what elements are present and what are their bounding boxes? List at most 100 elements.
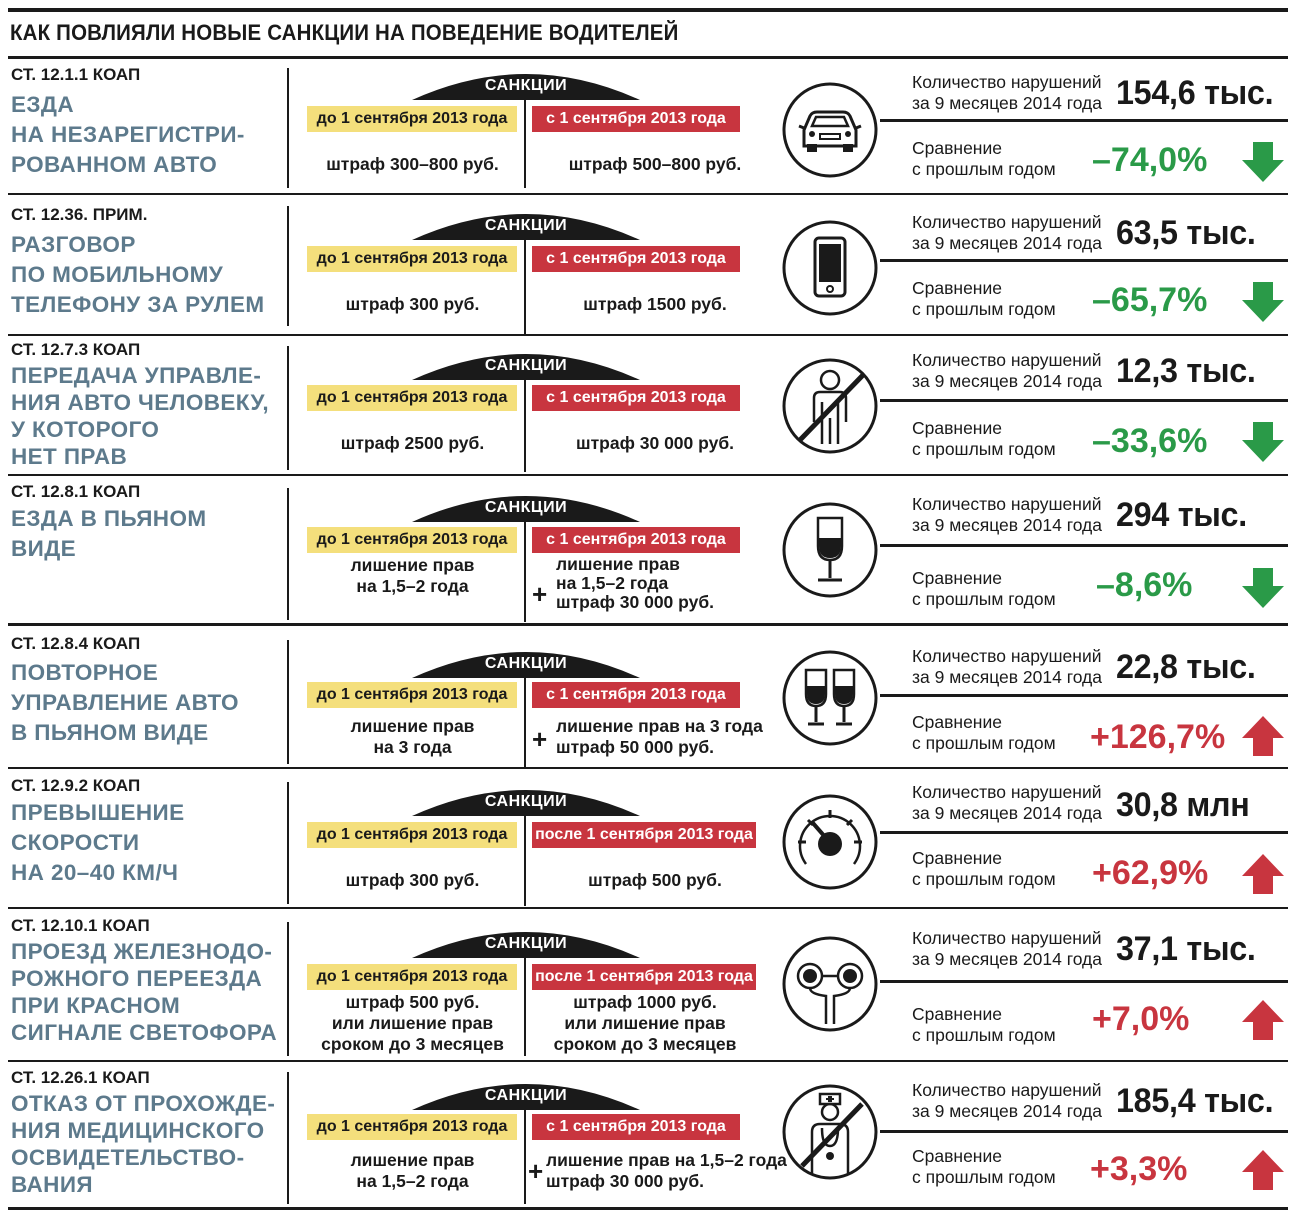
after-penalty: штраф 500 руб. [588, 870, 722, 890]
compare-label: Сравнение с прошлым годом [912, 278, 1056, 319]
mobile-phone-icon [782, 220, 878, 316]
sanctions-label: САНКЦИИ [484, 793, 568, 810]
offense-title: РАЗГОВОР ПО МОБИЛЬНОМУ ТЕЛЕФОНУ ЗА РУЛЕМ [11, 232, 265, 317]
sanctions-dome [412, 214, 640, 240]
row-separator [8, 907, 1288, 909]
article-number: СТ. 12.36. ПРИМ. [11, 205, 148, 224]
change-percent: +126,7% [1090, 718, 1226, 756]
column-divider [287, 488, 289, 620]
wine-glass-icon [782, 502, 878, 598]
sanctions-label: САНКЦИИ [484, 77, 568, 94]
change-percent: –33,6% [1092, 422, 1208, 460]
compare-label: Сравнение с прошлым годом [912, 418, 1056, 459]
sanctions-divider [524, 520, 526, 622]
row-separator [8, 474, 1288, 476]
stats-divider [880, 259, 1288, 262]
article-number: СТ. 12.26.1 КОАП [11, 1068, 150, 1087]
page-title: КАК ПОВЛИЯЛИ НОВЫЕ САНКЦИИ НА ПОВЕДЕНИЕ … [10, 20, 679, 45]
sanctions-divider [524, 956, 526, 1056]
column-divider [287, 640, 289, 764]
after-date-badge: с 1 сентября 2013 года [532, 527, 740, 553]
sanctions-dome [412, 74, 640, 100]
violation-row: СТ. 12.36. ПРИМ. РАЗГОВОР ПО МОБИЛЬНОМУ … [0, 202, 1296, 336]
before-penalty: лишение прав на 3 года [350, 716, 475, 757]
stats-divider [880, 399, 1288, 402]
up-arrow-icon [1242, 1150, 1284, 1190]
offense-title: ПЕРЕДАЧА УПРАВЛЕ- НИЯ АВТО ЧЕЛОВЕКУ, У К… [11, 363, 269, 469]
column-divider [287, 346, 289, 470]
violation-row: СТ. 12.8.1 КОАП ЕЗДА В ПЬЯНОМ ВИДЕ САНКЦ… [0, 482, 1296, 622]
up-arrow-icon [1242, 854, 1284, 894]
down-arrow-icon [1242, 568, 1284, 608]
article-number: СТ. 12.8.4 КОАП [11, 634, 141, 653]
compare-label: Сравнение с прошлым годом [912, 138, 1056, 179]
down-arrow-icon [1242, 282, 1284, 322]
down-arrow-icon [1242, 422, 1284, 462]
after-date-badge: с 1 сентября 2013 года [532, 106, 740, 132]
after-date-badge: с 1 сентября 2013 года [532, 246, 740, 272]
after-penalty: штраф 30 000 руб. [575, 433, 734, 453]
before-penalty: лишение прав на 1,5–2 года [350, 555, 475, 596]
plus-sign: + [532, 724, 548, 754]
stats-divider [880, 980, 1288, 983]
after-date-badge: с 1 сентября 2013 года [532, 385, 740, 411]
article-number: СТ. 12.8.1 КОАП [11, 482, 141, 501]
compare-label: Сравнение с прошлым годом [912, 712, 1056, 753]
down-arrow-icon [1242, 142, 1284, 182]
two-wine-glasses-icon [782, 650, 878, 746]
before-penalty: лишение прав на 1,5–2 года [350, 1150, 475, 1191]
compare-label: Сравнение с прошлым годом [912, 848, 1056, 889]
count-label: Количество нарушений за 9 месяцев 2014 го… [912, 1080, 1103, 1121]
change-percent: –74,0% [1092, 141, 1208, 179]
car-icon [782, 82, 878, 178]
before-date-badge: до 1 сентября 2013 года [307, 106, 517, 132]
violation-row: СТ. 12.1.1 КОАП ЕЗДА НА НЕЗАРЕГИСТРИ- РО… [0, 62, 1296, 194]
sanctions-label: САНКЦИИ [484, 655, 568, 672]
stats-divider [880, 119, 1288, 122]
change-percent: –8,6% [1096, 566, 1193, 604]
before-date-badge: до 1 сентября 2013 года [307, 246, 517, 272]
count-label: Количество нарушений за 9 месяцев 2014 го… [912, 494, 1103, 535]
violation-row: СТ. 12.9.2 КОАП ПРЕВЫШЕНИЕ СКОРОСТИ НА 2… [0, 774, 1296, 906]
change-percent: –65,7% [1092, 281, 1208, 319]
stats-divider [880, 544, 1288, 547]
sanctions-label: САНКЦИИ [484, 217, 568, 234]
offense-title: ЕЗДА НА НЕЗАРЕГИСТРИ- РОВАННОМ АВТО [11, 92, 245, 177]
before-penalty: штраф 300–800 руб. [326, 154, 499, 174]
sanctions-label: САНКЦИИ [484, 499, 568, 516]
after-penalty: лишение прав на 3 года штраф 50 000 руб. [556, 716, 763, 757]
sanctions-divider [524, 814, 526, 906]
before-date-badge: до 1 сентября 2013 года [307, 527, 517, 553]
before-date-badge: до 1 сентября 2013 года [307, 1114, 517, 1140]
sanctions-divider [524, 98, 526, 188]
after-date-badge: с 1 сентября 2013 года [532, 1114, 740, 1140]
violations-count: 185,4 тыс. [1116, 1082, 1274, 1120]
plus-sign: + [532, 579, 548, 609]
column-divider [287, 1072, 289, 1204]
violation-row: СТ. 12.8.4 КОАП ПОВТОРНОЕ УПРАВЛЕНИЕ АВТ… [0, 634, 1296, 768]
after-date-badge: после 1 сентября 2013 года [532, 964, 756, 990]
violations-count: 30,8 млн [1116, 786, 1250, 824]
offense-title: ОТКАЗ ОТ ПРОХОЖДЕ- НИЯ МЕДИЦИНСКОГО ОСВИ… [11, 1091, 276, 1197]
count-label: Количество нарушений за 9 месяцев 2014 го… [912, 928, 1103, 969]
before-penalty: штраф 300 руб. [345, 870, 480, 890]
after-date-badge: с 1 сентября 2013 года [532, 682, 740, 708]
violations-count: 63,5 тыс. [1116, 214, 1256, 252]
up-arrow-icon [1242, 1000, 1284, 1040]
violations-count: 154,6 тыс. [1116, 74, 1274, 112]
compare-label: Сравнение с прошлым годом [912, 1004, 1056, 1045]
railway-signal-icon [782, 936, 878, 1032]
article-number: СТ. 12.10.1 КОАП [11, 916, 150, 935]
stats-divider [880, 831, 1288, 834]
sanctions-dome [412, 932, 640, 958]
violations-count: 12,3 тыс. [1116, 352, 1256, 390]
column-divider [287, 782, 289, 904]
row-separator [8, 193, 1288, 195]
after-penalty: лишение прав на 1,5–2 года штраф 30 000 р… [546, 1150, 787, 1191]
sanctions-dome [412, 354, 640, 380]
sanctions-divider [524, 1108, 526, 1204]
compare-label: Сравнение с прошлым годом [912, 1146, 1056, 1187]
column-divider [287, 922, 289, 1056]
article-number: СТ. 12.9.2 КОАП [11, 776, 141, 795]
violation-row: СТ. 12.26.1 КОАП ОТКАЗ ОТ ПРОХОЖДЕ- НИЯ … [0, 1066, 1296, 1206]
